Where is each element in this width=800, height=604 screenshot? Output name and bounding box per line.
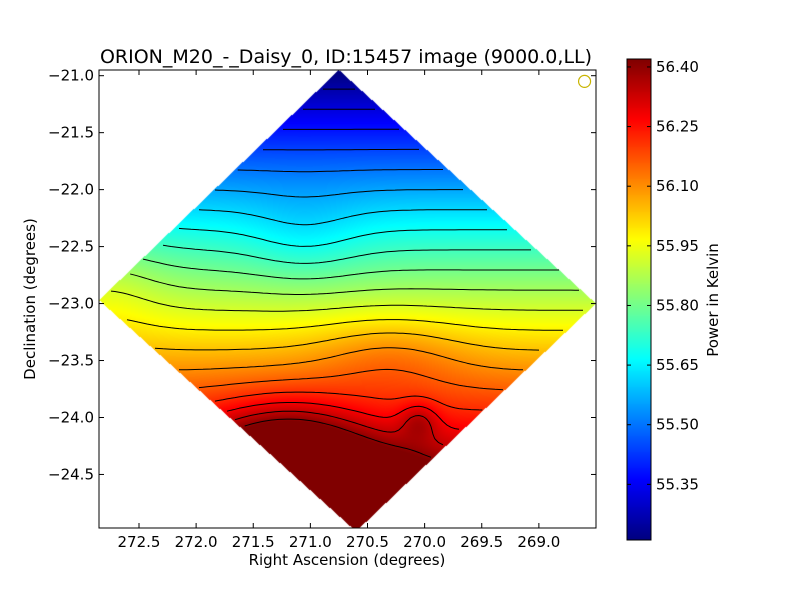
y-tick-label: −21.0: [48, 67, 94, 85]
y-tick-label: −21.5: [48, 124, 94, 142]
x-tick-label: 269.0: [517, 533, 560, 551]
colorbar-tick-label: 55.80: [656, 296, 699, 314]
contour-lines: [110, 88, 583, 458]
y-tick-label: −24.0: [48, 408, 94, 426]
y-tick-label: −22.0: [48, 181, 94, 199]
x-axis: 272.5 272.0 271.5 271.0 270.5 270.0 269.5 269.0: [118, 70, 560, 551]
chart-title: ORION_M20_-_Daisy_0, ID:15457 image (900…: [100, 46, 592, 68]
colorbar-tick-label: 56.40: [656, 58, 699, 76]
x-tick-label: 272.5: [118, 533, 161, 551]
y-tick-label: −24.5: [48, 465, 94, 483]
colorbar-tick-label: 55.65: [656, 356, 699, 374]
beam-marker: [577, 74, 592, 88]
contour-path: [110, 88, 583, 458]
x-tick-label: 271.0: [289, 533, 332, 551]
colorbar-tick-label: 56.25: [656, 118, 699, 136]
x-tick-label: 272.0: [175, 533, 218, 551]
colorbar-frame: [626, 58, 652, 541]
y-axis: −21.0 −21.5 −22.0 −22.5 −23.0 −23.5 −24.0 −24.5: [48, 67, 596, 483]
colorbar-tick-label: 56.10: [656, 177, 699, 195]
x-tick-label: 270.5: [346, 533, 389, 551]
colorbar: 56.40 56.25 56.10 55.95 55.80 55.65 55.50 55.35…: [626, 58, 722, 541]
y-axis-label: Declination (degrees): [21, 218, 39, 380]
y-tick-label: −23.0: [48, 295, 94, 313]
y-tick-label: −23.5: [48, 352, 94, 370]
x-axis-label: Right Ascension (degrees): [249, 551, 446, 569]
colorbar-tick-label: 55.95: [656, 237, 699, 255]
x-tick-label: 269.5: [460, 533, 503, 551]
y-tick-label: −22.5: [48, 238, 94, 256]
colorbar-label: Power in Kelvin: [704, 243, 722, 357]
colorbar-tick-label: 55.50: [656, 416, 699, 434]
heatmap-image: [99, 70, 596, 528]
colorbar-tick-label: 55.35: [656, 475, 699, 493]
plot-frame: [98, 69, 597, 529]
x-tick-label: 270.0: [403, 533, 446, 551]
x-tick-label: 271.5: [232, 533, 275, 551]
